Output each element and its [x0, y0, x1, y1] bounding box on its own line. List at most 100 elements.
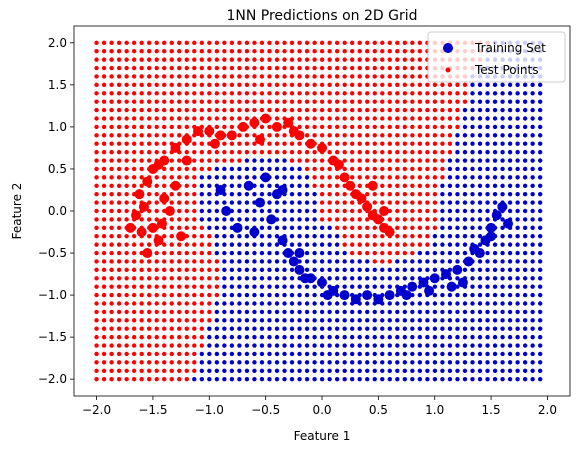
test-point — [327, 49, 332, 54]
test-point — [177, 166, 182, 172]
test-point — [244, 318, 250, 323]
test-point — [387, 200, 392, 205]
test-point — [207, 334, 212, 340]
test-point — [169, 158, 174, 163]
test-point — [214, 217, 220, 222]
test-point — [154, 200, 159, 205]
test-point — [365, 166, 370, 172]
test-point — [131, 351, 137, 357]
training-point — [317, 142, 327, 153]
training-point — [215, 184, 226, 195]
test-point — [395, 234, 400, 239]
training-point — [209, 138, 220, 149]
test-point — [116, 107, 122, 113]
test-point — [199, 334, 205, 340]
test-point — [207, 116, 212, 121]
test-point — [94, 99, 99, 104]
test-point — [139, 334, 144, 340]
test-point — [267, 200, 272, 205]
test-point — [267, 158, 272, 163]
test-point — [94, 217, 99, 222]
test-point — [162, 49, 167, 54]
test-point — [162, 82, 167, 88]
test-point — [372, 250, 377, 256]
test-point — [387, 351, 392, 357]
test-point — [342, 57, 347, 62]
test-point — [530, 200, 535, 205]
test-point — [229, 40, 235, 46]
test-point — [432, 191, 438, 197]
test-point — [334, 74, 340, 79]
test-point — [267, 208, 272, 214]
test-point — [192, 183, 197, 188]
test-point — [342, 107, 347, 113]
test-point — [342, 133, 347, 138]
test-point — [131, 49, 137, 54]
test-point — [537, 351, 543, 357]
test-point — [109, 368, 114, 373]
test-point — [500, 141, 505, 146]
test-point — [116, 292, 122, 298]
test-point — [395, 376, 400, 382]
test-point — [304, 343, 310, 348]
training-point — [249, 227, 260, 238]
test-point — [417, 318, 423, 323]
test-point — [537, 208, 543, 214]
test-point — [357, 65, 362, 71]
test-point — [425, 250, 430, 256]
test-point — [334, 141, 340, 146]
test-point — [470, 91, 475, 96]
test-point — [425, 326, 430, 331]
test-point — [319, 301, 325, 306]
test-point — [432, 360, 438, 365]
test-point — [440, 326, 445, 331]
test-point — [417, 175, 423, 180]
test-point — [492, 124, 498, 130]
test-point — [372, 116, 377, 121]
test-point — [199, 318, 205, 323]
test-point — [207, 267, 212, 273]
test-point — [530, 301, 535, 306]
test-point — [169, 234, 174, 239]
test-point — [131, 259, 137, 264]
test-point — [447, 326, 453, 331]
test-point — [169, 57, 174, 62]
test-point — [485, 343, 490, 348]
test-point — [131, 116, 137, 121]
test-point — [334, 57, 340, 62]
test-point — [440, 376, 445, 382]
test-point — [417, 208, 423, 214]
test-point — [154, 334, 159, 340]
test-point — [267, 343, 272, 348]
test-point — [327, 368, 332, 373]
test-point — [139, 175, 144, 180]
test-point — [462, 116, 468, 121]
test-point — [507, 200, 513, 205]
test-point — [267, 368, 272, 373]
test-point — [395, 141, 400, 146]
test-point — [500, 360, 505, 365]
test-point — [177, 259, 182, 264]
test-point — [229, 292, 235, 298]
test-point — [515, 99, 520, 104]
test-point — [101, 301, 107, 306]
test-point — [252, 276, 257, 281]
test-point — [116, 376, 122, 382]
test-point — [146, 57, 152, 62]
test-point — [101, 191, 107, 197]
test-point — [297, 175, 302, 180]
training-point — [170, 180, 181, 191]
test-point — [116, 368, 122, 373]
test-point — [116, 175, 122, 180]
test-point — [537, 360, 543, 365]
test-point — [492, 133, 498, 138]
training-point — [373, 294, 384, 305]
test-point — [410, 107, 415, 113]
test-point — [214, 149, 220, 155]
test-point — [327, 259, 332, 264]
test-point — [387, 183, 392, 188]
test-point — [222, 141, 227, 146]
test-point — [237, 91, 242, 96]
test-point — [477, 234, 483, 239]
test-point — [455, 292, 460, 298]
